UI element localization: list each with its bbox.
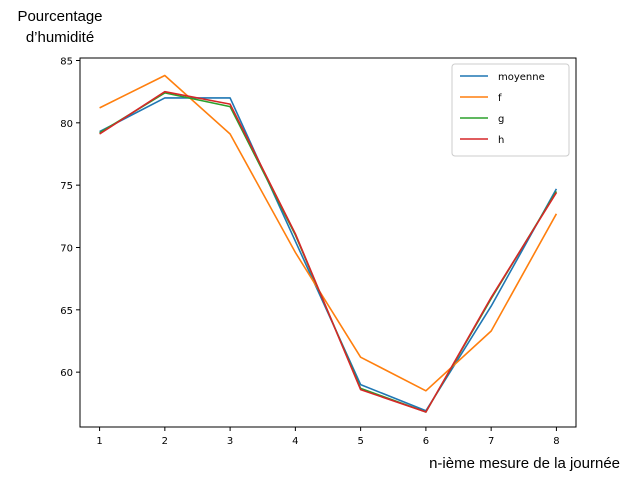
- series-line-f: [99, 74, 558, 392]
- x-axis-label: n-ième mesure de la journée: [429, 455, 620, 472]
- legend-label-h: h: [498, 135, 504, 146]
- y-tick-label: 65: [60, 306, 73, 317]
- legend-box: [451, 63, 570, 157]
- plot-frame: [79, 57, 577, 428]
- legend-label-moyenne: moyenne: [498, 72, 545, 83]
- y-tick-label: 60: [60, 368, 73, 379]
- series-layer: [99, 74, 558, 413]
- x-tick-label: 2: [162, 436, 168, 447]
- legend-label-f: f: [498, 93, 502, 104]
- x-tick-label: 6: [423, 436, 429, 447]
- x-tick-label: 4: [292, 436, 298, 447]
- y-tick-label: 70: [60, 243, 73, 254]
- y-tick-label: 85: [60, 56, 73, 67]
- x-tick-label: 5: [357, 436, 363, 447]
- legend-label-g: g: [498, 114, 504, 125]
- ticks-layer: 1 2 3 4 5 6 7 8 60 65 70 75 80 85: [60, 56, 559, 447]
- x-tick-label: 1: [96, 436, 102, 447]
- y-axis-label: Pourcentage d’humidité: [17, 8, 103, 46]
- y-tick-label: 80: [60, 119, 73, 130]
- x-tick-label: 7: [488, 436, 494, 447]
- x-tick-label: 3: [227, 436, 233, 447]
- y-tick-label: 75: [60, 181, 73, 192]
- legend: moyenne fgh: [451, 63, 570, 157]
- series-line-h: [99, 90, 558, 413]
- x-tick-label: 8: [553, 436, 559, 447]
